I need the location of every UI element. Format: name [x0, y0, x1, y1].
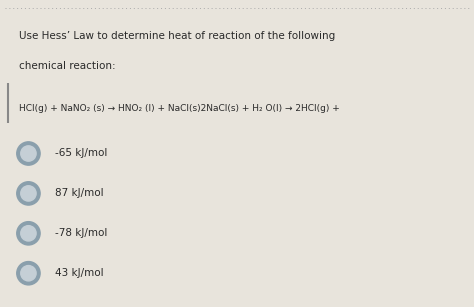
Ellipse shape	[17, 262, 40, 285]
Ellipse shape	[17, 182, 40, 205]
Text: HCl(g) + NaNO₂ (s) → HNO₂ (l) + NaCl(s)2NaCl(s) + H₂ O(l) → 2HCl(g) +: HCl(g) + NaNO₂ (s) → HNO₂ (l) + NaCl(s)2…	[19, 104, 340, 113]
Ellipse shape	[21, 186, 36, 201]
Ellipse shape	[21, 146, 36, 161]
Ellipse shape	[17, 222, 40, 245]
Text: chemical reaction:: chemical reaction:	[19, 61, 116, 72]
Ellipse shape	[21, 266, 36, 281]
Text: 43 kJ/mol: 43 kJ/mol	[55, 268, 103, 278]
Text: -65 kJ/mol: -65 kJ/mol	[55, 149, 107, 158]
Text: 87 kJ/mol: 87 kJ/mol	[55, 188, 103, 198]
Text: Use Hess’ Law to determine heat of reaction of the following: Use Hess’ Law to determine heat of react…	[19, 31, 335, 41]
Text: -78 kJ/mol: -78 kJ/mol	[55, 228, 107, 238]
Ellipse shape	[17, 142, 40, 165]
Ellipse shape	[21, 226, 36, 241]
